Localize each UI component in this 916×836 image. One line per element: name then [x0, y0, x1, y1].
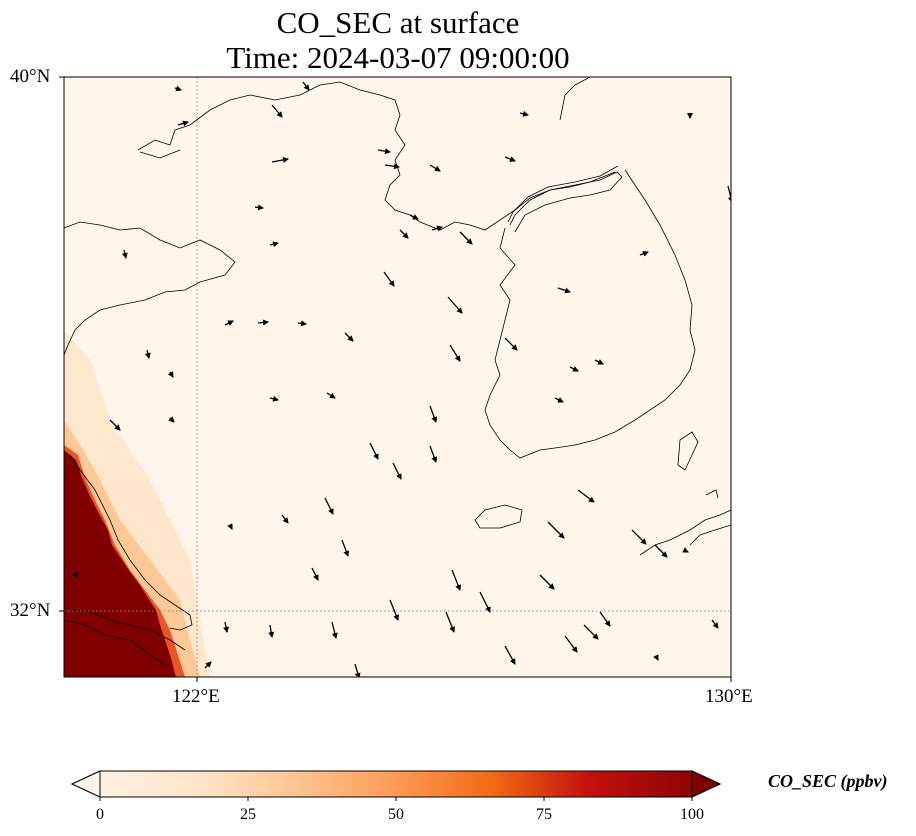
- wind-arrow: [682, 547, 689, 553]
- wind-arrow: [344, 332, 354, 342]
- wind-arrow: [174, 85, 182, 92]
- wind-arrow: [504, 337, 518, 351]
- wind-arrow: [254, 204, 264, 211]
- wind-arrow: [409, 214, 419, 220]
- wind-arrow: [168, 416, 175, 423]
- wind-arrow: [504, 156, 516, 162]
- wind-arrow: [281, 514, 289, 524]
- wind-arrow: [324, 497, 334, 515]
- wind-arrow: [389, 599, 399, 621]
- wind-arrow: [109, 419, 121, 431]
- wind-arrow: [727, 185, 731, 203]
- wind-arrow: [445, 611, 455, 633]
- colorbar-tick-25: 25: [240, 806, 256, 823]
- wind-arrow: [144, 349, 151, 359]
- wind-arrow: [227, 523, 233, 530]
- title-line-2: Time: 2024-03-07 09:00:00: [226, 40, 570, 75]
- wind-arrow: [268, 624, 275, 638]
- map-area: [64, 77, 731, 677]
- wind-arrow: [653, 654, 659, 661]
- coastlines: [64, 77, 731, 666]
- colorbar-tick-50: 50: [388, 806, 404, 823]
- wind-arrow: [429, 445, 438, 463]
- wind-arrow: [577, 489, 595, 503]
- wind-arrow: [121, 249, 128, 259]
- wind-arrow: [369, 442, 379, 460]
- colorbar: [70, 770, 722, 801]
- wind-arrow: [383, 271, 395, 287]
- wind-arrow: [451, 569, 461, 591]
- wind-arrow: [594, 359, 604, 365]
- lat-tick-40: 40°N: [10, 66, 51, 87]
- map-frame: [63, 76, 732, 678]
- wind-arrow: [631, 529, 647, 545]
- lat-tick-32: 32°N: [10, 600, 51, 621]
- wind-arrow: [167, 371, 174, 378]
- wind-arrow: [431, 225, 443, 232]
- wind-arrow: [297, 320, 307, 327]
- wind-arrow: [399, 229, 409, 239]
- wind-arrow: [204, 661, 212, 669]
- wind-arrow: [392, 462, 402, 480]
- wind-arrow: [177, 120, 189, 127]
- wind-arrow: [326, 392, 336, 399]
- wind-arrow: [459, 231, 473, 245]
- wind-arrow: [547, 521, 565, 539]
- wind-arrow: [639, 250, 649, 257]
- wind-arrow: [569, 366, 579, 372]
- wind-arrow: [354, 663, 361, 677]
- colorbar-tick-0: 0: [96, 806, 104, 823]
- wind-arrow: [564, 635, 578, 653]
- wind-arrow: [447, 296, 463, 314]
- wind-arrow: [599, 611, 611, 627]
- wind-arrow: [429, 405, 438, 423]
- wind-arrow: [269, 395, 279, 402]
- wind-arrow: [377, 148, 391, 155]
- lon-tick-122: 122°E: [172, 686, 220, 707]
- wind-arrow: [224, 320, 234, 326]
- plume-core: [64, 450, 176, 677]
- wind-arrow: [583, 624, 599, 640]
- wind-arrow: [311, 567, 319, 581]
- wind-arrow: [223, 621, 229, 633]
- wind-arrow: [479, 591, 491, 613]
- wind-arrow: [539, 574, 555, 590]
- wind-arrow: [557, 287, 571, 294]
- colorbar-tick-75: 75: [536, 806, 552, 823]
- wind-arrow: [271, 104, 283, 118]
- wind-arrow: [519, 110, 529, 117]
- wind-arrow: [449, 344, 461, 362]
- colorbar-tick-100: 100: [680, 806, 704, 823]
- colorbar-label: CO_SEC (ppbv): [768, 771, 888, 791]
- lon-tick-130: 130°E: [705, 686, 753, 707]
- wind-arrow: [554, 397, 564, 403]
- wind-arrow: [302, 81, 310, 91]
- wind-arrow: [341, 539, 350, 557]
- wind-arrow: [257, 319, 269, 326]
- wind-arrow: [429, 164, 441, 172]
- wind-arrow: [654, 544, 668, 558]
- wind-arrow: [331, 621, 338, 639]
- wind-vectors: [72, 81, 731, 677]
- axis-ticks: [59, 76, 732, 682]
- wind-arrow: [504, 645, 516, 665]
- gridlines: [64, 77, 731, 677]
- wind-arrow: [271, 156, 289, 163]
- wind-arrow: [384, 163, 400, 170]
- title-line-1: CO_SEC at surface: [276, 5, 520, 40]
- wind-arrow: [269, 241, 279, 248]
- wind-arrow: [711, 619, 719, 629]
- wind-arrow: [72, 571, 79, 579]
